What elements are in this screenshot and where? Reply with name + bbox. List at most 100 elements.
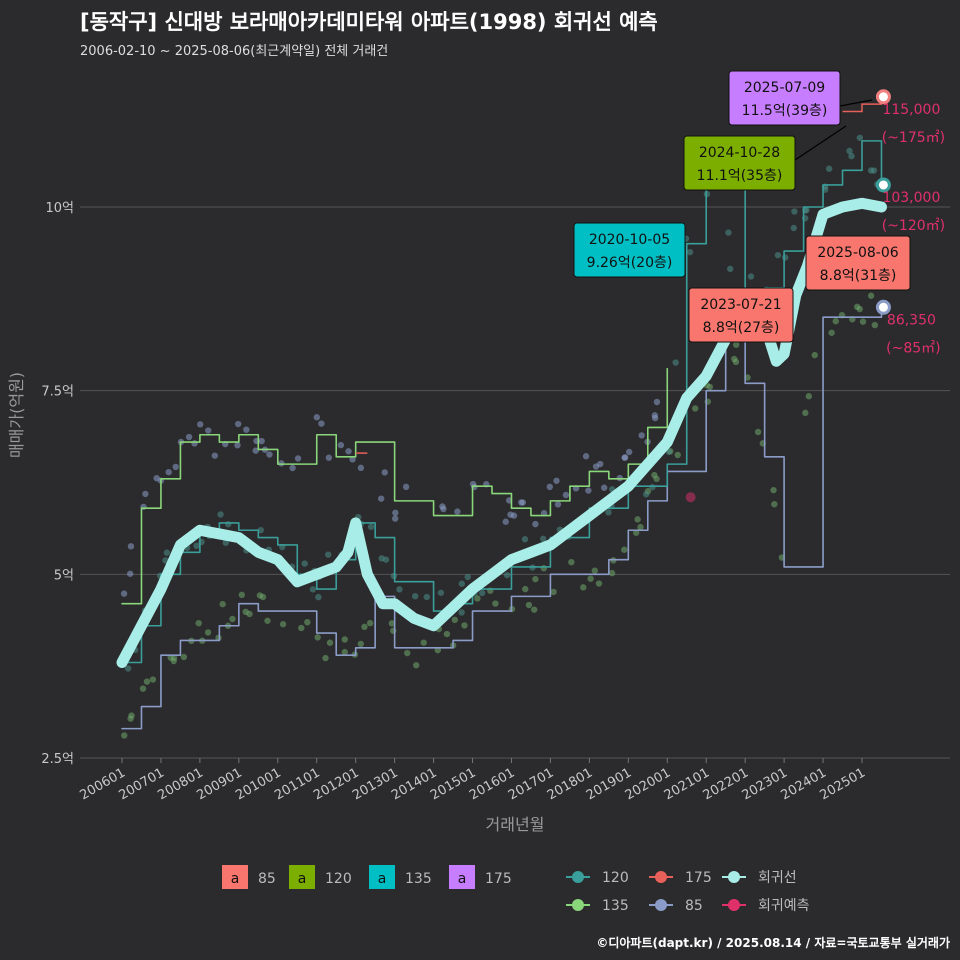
annotation-price: 8.8억(31층)	[820, 268, 897, 284]
scatter-point	[621, 546, 628, 553]
annotation-price: 8.8억(27층)	[703, 320, 780, 336]
scatter-point	[474, 595, 481, 602]
annotation-date: 2024-10-28	[699, 145, 780, 161]
scatter-point	[318, 420, 325, 427]
scatter-point	[185, 433, 193, 441]
scatter-point	[605, 509, 612, 516]
scatter-point	[143, 678, 151, 685]
scatter-point	[298, 624, 305, 632]
scatter-point	[437, 589, 445, 596]
scatter-point	[525, 601, 533, 609]
series-layer	[116, 96, 887, 730]
scatter-point	[388, 620, 396, 627]
scatter-point	[531, 606, 538, 613]
scatter-point	[522, 585, 529, 593]
scatter-point	[366, 619, 374, 627]
scatter-point	[222, 539, 230, 546]
scatter-point	[503, 571, 511, 579]
series-line-120	[121, 140, 883, 664]
scatter-point	[790, 224, 797, 232]
scatter-point	[848, 152, 855, 160]
scatter-point	[139, 685, 147, 692]
scatter-point	[170, 654, 178, 662]
scatter-point	[803, 206, 810, 214]
chart-subtitle: 2006-02-10 ~ 2025-08-06(최근계약일) 전체 거래건	[80, 44, 389, 59]
legend-line-dot	[655, 899, 667, 911]
scatter-point	[464, 573, 471, 581]
scatter-point	[870, 167, 878, 174]
scatter-point	[642, 491, 650, 498]
scatter-point	[691, 405, 699, 412]
scatter-point	[585, 487, 592, 494]
legend-area-key-letter: a	[458, 871, 467, 887]
scatter-point	[492, 600, 499, 607]
prediction-value-label: 103,000	[882, 190, 940, 206]
scatter-point	[266, 451, 273, 458]
scatter-point	[600, 484, 608, 491]
scatter-point	[550, 588, 557, 596]
series-line-85	[121, 309, 883, 730]
scatter-point	[315, 593, 322, 601]
scatter-point	[732, 341, 740, 348]
y-axis-title: 매매가(억원)	[7, 372, 26, 458]
scatter-point	[582, 453, 590, 460]
scatter-point	[204, 629, 212, 636]
scatter-point	[754, 428, 762, 436]
scatter-point	[322, 654, 329, 662]
scatter-point	[443, 630, 451, 638]
legend-area-label: 85	[258, 871, 276, 887]
scatter-point	[258, 437, 265, 445]
scatter-point	[832, 317, 839, 325]
scatter-point	[229, 615, 236, 623]
legend-area-key	[222, 865, 248, 889]
scatter-point	[634, 516, 641, 523]
scatter-point	[653, 398, 661, 406]
scatter-point	[391, 515, 399, 522]
scatter-point	[357, 640, 365, 648]
scatter-point	[805, 393, 813, 400]
scatter-point	[532, 520, 539, 528]
scatter-point	[234, 442, 241, 449]
scatter-point	[259, 593, 267, 601]
legend-line-label: 회귀선	[758, 870, 797, 886]
scatter-point	[782, 254, 789, 261]
scatter-point	[587, 575, 594, 582]
scatter-point	[243, 426, 250, 433]
scatter-point	[304, 618, 311, 626]
scatter-point	[127, 715, 134, 722]
scatter-point	[597, 460, 604, 468]
scatter-point	[562, 491, 570, 499]
scatter-point	[149, 676, 157, 683]
prediction-value-label: 115,000	[882, 102, 940, 118]
scatter-point	[672, 359, 679, 366]
annotation-date: 2025-08-06	[817, 245, 898, 261]
scatter-point	[608, 569, 616, 577]
legend-line-dot	[728, 899, 740, 911]
annotation-box	[573, 222, 686, 278]
scatter-point	[674, 451, 681, 459]
y-tick-label: 10억	[45, 201, 74, 216]
annotation-price: 9.26억(20층)	[587, 255, 673, 271]
scatter-point	[377, 495, 385, 502]
scatter-point	[165, 468, 172, 476]
scatter-point	[867, 292, 875, 299]
y-tick-label: 5억	[54, 568, 74, 583]
scatter-point	[279, 621, 287, 628]
scatter-point	[686, 248, 694, 256]
annotation-date: 2025-07-09	[744, 80, 825, 96]
scatter-point	[540, 509, 548, 517]
prediction-area-label: (~120㎡)	[882, 218, 945, 234]
scatter-point	[205, 427, 212, 434]
scatter-point	[238, 591, 246, 599]
series-line-135	[121, 367, 669, 605]
scatter-point	[546, 483, 554, 491]
y-tick-label: 7.5억	[41, 385, 74, 400]
scatter-point	[502, 518, 509, 525]
scatter-point	[413, 662, 420, 669]
scatter-point	[294, 455, 302, 462]
scatter-point	[770, 486, 777, 494]
scatter-point	[324, 551, 332, 558]
prediction-layer: 115,000 (~175㎡) 103,000 (~120㎡) 86,350 (~85㎡)	[875, 89, 945, 356]
scatter-point	[337, 441, 345, 449]
